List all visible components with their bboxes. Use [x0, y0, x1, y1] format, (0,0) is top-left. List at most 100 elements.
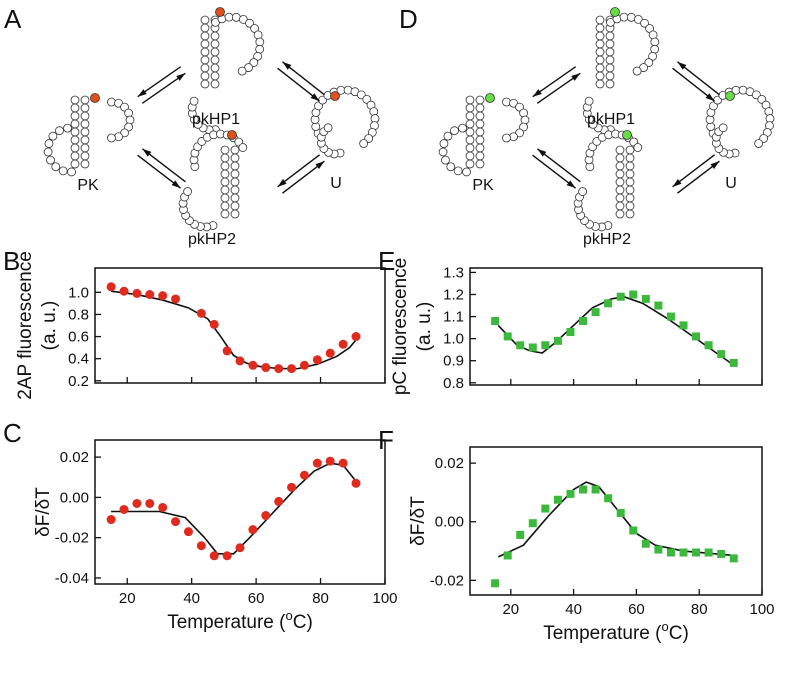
nucleotide: [615, 209, 625, 219]
x-tick-label: 80: [312, 590, 329, 607]
structure-label: pkHP2: [583, 231, 631, 248]
nucleotide: [465, 127, 475, 137]
arrow-head: [537, 148, 547, 157]
nucleotide: [120, 102, 129, 112]
nucleotide: [245, 18, 254, 28]
data-point: [692, 332, 701, 341]
label-site: [215, 7, 225, 17]
nucleotide: [220, 161, 230, 171]
x-tick-label: 20: [119, 590, 136, 607]
nucleotide: [200, 23, 210, 33]
nucleotide: [509, 132, 518, 142]
data-point: [566, 328, 575, 337]
data-point: [491, 316, 500, 325]
nucleotide: [224, 12, 234, 22]
x-tick-label: 40: [183, 590, 200, 607]
nucleotide: [63, 123, 72, 133]
arrow-head: [677, 61, 687, 70]
nucleotide: [200, 63, 210, 73]
nucleotide: [80, 95, 90, 105]
nucleotide: [515, 102, 524, 112]
nucleotide: [584, 96, 594, 106]
nucleotide: [465, 151, 475, 161]
data-point: [679, 548, 688, 557]
nucleotide: [633, 143, 643, 152]
fit-line: [111, 290, 357, 370]
nucleotide: [619, 12, 629, 22]
data-point: [312, 355, 322, 365]
nucleotide: [446, 162, 456, 172]
data-point: [729, 358, 738, 367]
x-tick-label: 100: [372, 590, 397, 607]
nucleotide: [475, 159, 485, 169]
data-point: [196, 308, 206, 318]
nucleotide: [80, 119, 90, 129]
nucleotide: [465, 111, 475, 121]
data-point: [312, 458, 322, 468]
nucleotide: [462, 167, 471, 177]
data-point: [616, 508, 625, 517]
data-point: [119, 286, 129, 296]
nucleotide: [114, 132, 123, 142]
plot-frame: [469, 267, 763, 386]
data-point: [338, 458, 348, 468]
nucleotide: [615, 201, 625, 211]
data-point: [528, 519, 537, 528]
data-point: [679, 321, 688, 330]
plot-frame: [469, 446, 763, 596]
y-tick-label: 0.8: [68, 306, 89, 323]
nucleotide: [124, 122, 133, 132]
nucleotide: [200, 79, 210, 89]
nucleotide: [595, 31, 605, 41]
nucleotide: [210, 55, 220, 65]
nucleotide: [465, 143, 475, 153]
nucleotide: [51, 162, 61, 172]
y-tick-label: 1.3: [443, 264, 464, 281]
data-point: [717, 549, 726, 558]
nucleotide: [70, 111, 80, 121]
arrow-head: [142, 148, 152, 157]
nucleotide: [107, 133, 116, 143]
y-tick-label: -0.04: [55, 570, 89, 587]
arrow-head: [710, 161, 720, 170]
nucleotide: [124, 108, 133, 118]
data-point: [106, 515, 116, 525]
nucleotide: [44, 139, 54, 148]
nucleotide: [625, 161, 635, 171]
nucleotide: [220, 153, 230, 163]
arrow-head: [705, 93, 715, 102]
nucleotide: [253, 30, 263, 40]
nucleotide: [210, 47, 220, 57]
nucleotide: [625, 177, 635, 187]
nucleotide: [439, 139, 449, 148]
data-point: [235, 543, 245, 553]
nucleotide: [359, 139, 369, 148]
nucleotide: [67, 167, 76, 177]
nucleotide: [475, 95, 485, 105]
data-point: [553, 495, 562, 504]
nucleotide: [210, 31, 220, 41]
nucleotide: [605, 79, 615, 89]
x-axis-label-part: Temperature (: [543, 623, 662, 644]
nucleotide: [520, 115, 530, 125]
nucleotide: [55, 126, 64, 136]
nucleotide: [230, 209, 240, 219]
label-site: [622, 130, 632, 140]
data-point: [222, 551, 232, 561]
nucleotide: [253, 51, 263, 61]
arrow-head: [282, 61, 292, 70]
arrow-head: [566, 180, 576, 189]
nucleotide: [615, 169, 625, 179]
x-axis-label-part: o: [661, 619, 668, 634]
data-point: [325, 348, 335, 358]
label-site: [90, 93, 100, 103]
data-point: [287, 482, 297, 492]
nucleotide: [625, 145, 635, 155]
panel-letter: D: [399, 4, 418, 34]
data-point: [222, 346, 232, 356]
data-point: [629, 526, 638, 535]
nucleotide: [46, 155, 55, 165]
label-site: [330, 91, 340, 101]
nucleotide: [230, 161, 240, 171]
nucleotide: [80, 159, 90, 169]
